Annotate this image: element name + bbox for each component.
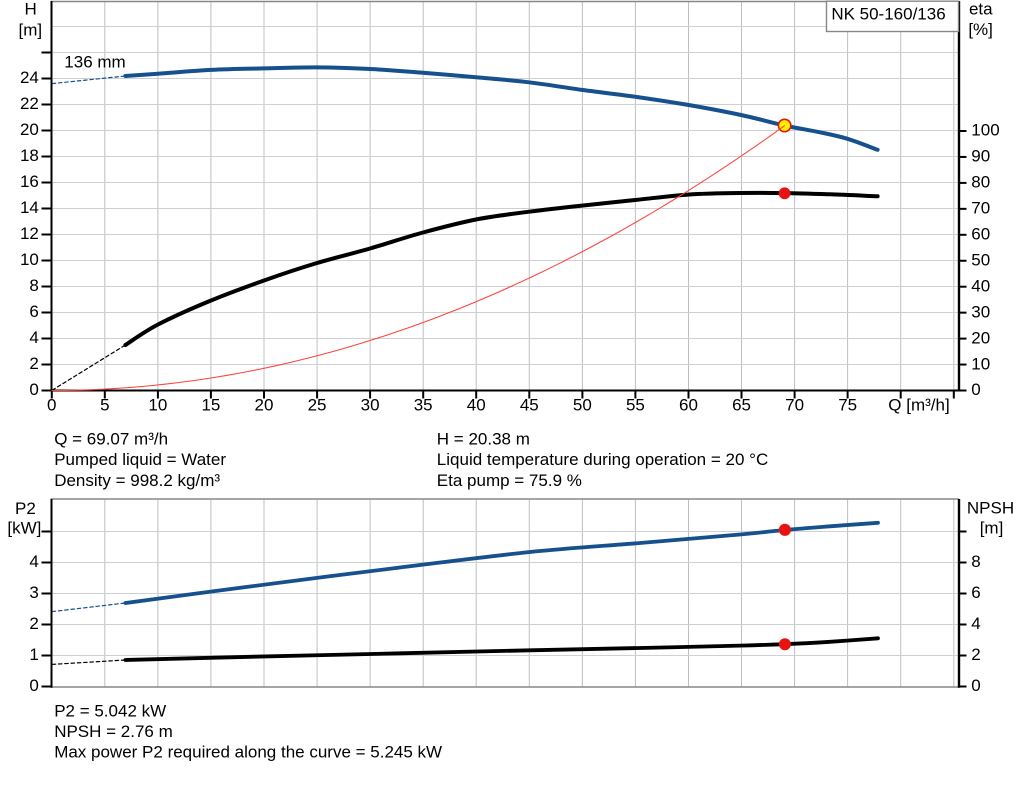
- svg-text:[m]: [m]: [980, 518, 1004, 537]
- svg-text:50: 50: [971, 250, 990, 269]
- svg-text:90: 90: [971, 147, 990, 166]
- svg-text:15: 15: [201, 395, 220, 414]
- svg-text:0: 0: [29, 676, 38, 695]
- svg-text:10: 10: [148, 395, 167, 414]
- svg-text:10: 10: [20, 250, 39, 269]
- svg-text:P2 = 5.042 kW: P2 = 5.042 kW: [54, 701, 166, 720]
- svg-text:20: 20: [971, 328, 990, 347]
- svg-text:30: 30: [361, 395, 380, 414]
- svg-text:H: H: [25, 0, 37, 18]
- svg-text:80: 80: [971, 173, 990, 192]
- svg-text:4: 4: [971, 614, 980, 633]
- svg-text:0: 0: [971, 676, 980, 695]
- svg-text:12: 12: [20, 224, 39, 243]
- svg-text:4: 4: [29, 552, 38, 571]
- svg-text:NK 50-160/136: NK 50-160/136: [831, 4, 945, 23]
- svg-text:24: 24: [20, 68, 39, 87]
- svg-text:6: 6: [971, 583, 980, 602]
- svg-text:70: 70: [785, 395, 804, 414]
- svg-text:8: 8: [971, 552, 980, 571]
- svg-text:P2: P2: [15, 499, 36, 518]
- svg-text:14: 14: [20, 198, 39, 217]
- svg-text:[%]: [%]: [968, 20, 993, 39]
- svg-text:0: 0: [971, 380, 980, 399]
- svg-text:1: 1: [29, 645, 38, 664]
- svg-text:10: 10: [971, 354, 990, 373]
- svg-text:5: 5: [100, 395, 109, 414]
- svg-text:35: 35: [414, 395, 433, 414]
- svg-text:Pumped liquid = Water: Pumped liquid = Water: [54, 450, 226, 469]
- svg-text:20: 20: [255, 395, 274, 414]
- svg-text:18: 18: [20, 146, 39, 165]
- svg-text:[m]: [m]: [18, 21, 42, 40]
- svg-text:50: 50: [573, 395, 592, 414]
- svg-text:45: 45: [520, 395, 539, 414]
- svg-text:eta: eta: [969, 0, 993, 19]
- svg-text:3: 3: [29, 583, 38, 602]
- svg-text:30: 30: [971, 302, 990, 321]
- svg-text:60: 60: [679, 395, 698, 414]
- svg-text:65: 65: [732, 395, 751, 414]
- svg-text:40: 40: [971, 276, 990, 295]
- svg-text:0: 0: [47, 395, 56, 414]
- svg-text:70: 70: [971, 199, 990, 218]
- svg-text:6: 6: [29, 302, 38, 321]
- svg-text:20: 20: [20, 120, 39, 139]
- svg-text:75: 75: [838, 395, 857, 414]
- svg-text:0: 0: [29, 380, 38, 399]
- svg-text:22: 22: [20, 94, 39, 113]
- svg-text:2: 2: [29, 614, 38, 633]
- svg-text:2: 2: [29, 354, 38, 373]
- svg-text:55: 55: [626, 395, 645, 414]
- svg-text:H = 20.38 m: H = 20.38 m: [437, 430, 530, 449]
- svg-text:60: 60: [971, 225, 990, 244]
- svg-text:16: 16: [20, 172, 39, 191]
- svg-text:Density = 998.2 kg/m³: Density = 998.2 kg/m³: [54, 471, 220, 490]
- svg-text:Q = 69.07 m³/h: Q = 69.07 m³/h: [54, 430, 168, 449]
- svg-text:100: 100: [971, 121, 999, 140]
- svg-text:NPSH: NPSH: [967, 499, 1014, 518]
- svg-text:4: 4: [29, 328, 38, 347]
- svg-text:Liquid temperature during oper: Liquid temperature during operation = 20…: [437, 450, 768, 469]
- svg-text:2: 2: [971, 645, 980, 664]
- svg-text:136 mm: 136 mm: [64, 52, 125, 71]
- svg-text:NPSH = 2.76 m: NPSH = 2.76 m: [54, 722, 173, 741]
- svg-text:Max power P2 required along th: Max power P2 required along the curve = …: [54, 743, 442, 762]
- svg-text:Eta pump = 75.9 %: Eta pump = 75.9 %: [437, 471, 582, 490]
- svg-text:Q [m³/h]: Q [m³/h]: [888, 395, 949, 414]
- svg-text:25: 25: [308, 395, 327, 414]
- svg-text:[kW]: [kW]: [7, 519, 41, 538]
- svg-text:8: 8: [29, 276, 38, 295]
- svg-text:40: 40: [467, 395, 486, 414]
